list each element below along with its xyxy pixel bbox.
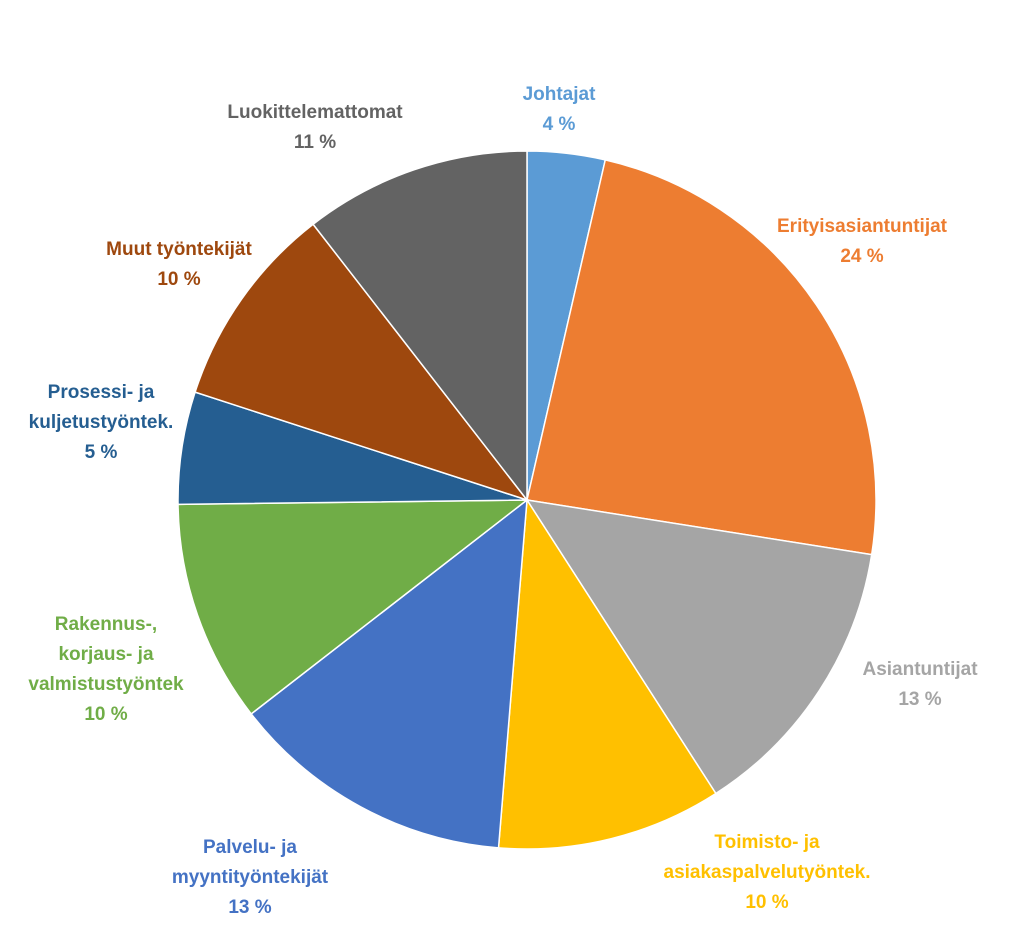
label-asiantuntijat: Asiantuntijat 13 % <box>840 655 1000 715</box>
label-johtajat: Johtajat 4 % <box>514 80 604 140</box>
label-muut-value: 10 % <box>157 269 201 290</box>
label-rakennus-line-1: Rakennus-, <box>54 614 158 635</box>
label-palvelu-line-1: Palvelu- ja <box>203 837 297 858</box>
label-erityisasiantuntijat: Erityisasiantuntijat 24 % <box>752 212 972 272</box>
label-rakennus-line-3: valmistustyöntek <box>28 674 184 695</box>
label-rakennus-korjaus: Rakennus-, korjaus- ja valmistustyöntek … <box>6 610 206 730</box>
pie-slice-3 <box>497 497 717 850</box>
label-asiantuntijat-line-1: Asiantuntijat <box>862 659 978 680</box>
label-prosessi-kuljetus: Prosessi- ja kuljetustyöntek. 5 % <box>8 378 194 468</box>
label-prosessi-value: 5 % <box>84 442 118 463</box>
label-toimisto-line-1: Toimisto- ja <box>714 832 820 853</box>
label-prosessi-line-2: kuljetustyöntek. <box>28 412 174 433</box>
label-toimisto-value: 10 % <box>745 892 789 913</box>
pie-slice-8 <box>312 150 528 503</box>
label-palvelu-line-2: myyntityöntekijät <box>171 867 329 888</box>
label-luokittelemattomat-value: 11 % <box>293 132 337 153</box>
pie-slice-1 <box>526 158 877 556</box>
label-erityisasiantuntijat-value: 24 % <box>840 246 884 267</box>
label-rakennus-line-2: korjaus- ja <box>58 644 154 665</box>
label-asiantuntijat-value: 13 % <box>898 689 942 710</box>
label-toimisto-line-2: asiakaspalvelutyöntek. <box>663 862 871 883</box>
pie-slice-4 <box>250 498 528 849</box>
label-johtajat-value: 4 % <box>542 114 576 135</box>
label-prosessi-line-1: Prosessi- ja <box>47 382 155 403</box>
label-muut-line-1: Muut työntekijät <box>106 239 252 260</box>
label-erityisasiantuntijat-line-1: Erityisasiantuntijat <box>777 216 947 237</box>
label-luokittelemattomat-line-1: Luokittelemattomat <box>227 102 403 123</box>
label-muut-tyontekijat: Muut työntekijät 10 % <box>76 235 282 295</box>
label-toimisto-asiakaspalvelu: Toimisto- ja asiakaspalvelutyöntek. 10 % <box>636 828 898 918</box>
label-palvelu-value: 13 % <box>228 897 272 918</box>
label-johtajat-line-1: Johtajat <box>522 84 596 105</box>
label-rakennus-value: 10 % <box>84 704 128 725</box>
pie-slice-2 <box>525 498 873 795</box>
label-palvelu-myynti: Palvelu- ja myyntityöntekijät 13 % <box>144 833 356 923</box>
label-luokittelemattomat: Luokittelemattomat 11 % <box>196 98 434 158</box>
pie-slice-5 <box>177 499 530 715</box>
pie-slice-7 <box>194 223 530 502</box>
